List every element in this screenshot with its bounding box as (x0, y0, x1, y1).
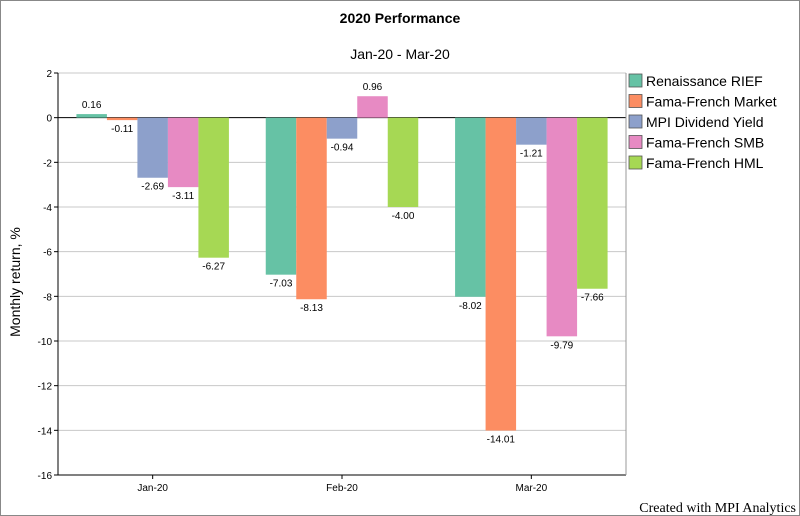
bar-renaissance-rief (455, 117, 486, 297)
chart-subtitle: Jan-20 - Mar-20 (350, 46, 450, 62)
data-label: 0.16 (82, 100, 102, 111)
legend: Renaissance RIEF Fama-French Market MPI Di… (628, 73, 777, 171)
bar-mpi-dividend-yield (516, 117, 547, 145)
data-label: -14.01 (487, 435, 516, 446)
legend-swatch (628, 73, 643, 88)
data-label: -3.11 (172, 191, 194, 202)
data-label: -8.02 (459, 301, 482, 312)
y-tick-label: -12 (38, 382, 53, 393)
y-tick-label: -16 (38, 471, 53, 482)
legend-swatch (628, 135, 643, 149)
data-label: -6.27 (202, 262, 225, 273)
data-label: -9.79 (550, 340, 573, 351)
credit-text: Created with MPI Analytics (639, 501, 796, 516)
data-label: -2.69 (141, 182, 164, 193)
data-label: -0.94 (331, 143, 354, 154)
legend-swatch (628, 114, 643, 129)
x-tick-label: Feb-20 (326, 483, 358, 494)
y-tick-label: 0 (46, 114, 52, 125)
data-label: -1.21 (520, 149, 543, 160)
legend-label: Renaissance RIEF (646, 73, 763, 89)
axes: 2 0 -2 -4 -6 -8 -10 -12 -14 -16 Jan-20 Feb-20 Mar-20 (38, 69, 627, 494)
data-label: -8.13 (300, 303, 323, 314)
bar-fama-french-hml (577, 117, 608, 289)
y-tick-label: -2 (43, 158, 52, 169)
bars (76, 96, 608, 431)
data-labels: 0.16 -0.11 -2.69 -3.11 -6.27 -7.03 -8.13 -0.94 0… (82, 82, 604, 445)
data-label: 0.96 (363, 82, 383, 93)
bar-fama-french-smb (167, 117, 199, 188)
y-tick-label: -4 (43, 203, 52, 214)
y-tick-label: -10 (38, 337, 53, 348)
bar-mpi-dividend-yield (137, 117, 168, 178)
legend-label: MPI Dividend Yield (646, 114, 764, 130)
y-tick-label: -14 (38, 426, 53, 437)
bar-renaissance-rief (76, 114, 107, 118)
bar-mpi-dividend-yield (326, 117, 358, 139)
bar-fama-french-smb (357, 96, 388, 118)
y-axis-label: Monthly return, % (7, 227, 23, 337)
bar-fama-french-market (106, 117, 138, 121)
bar-renaissance-rief (265, 117, 297, 275)
data-label: -4.00 (392, 211, 415, 222)
data-label: -7.66 (581, 293, 604, 304)
legend-label: Fama-French Market (646, 94, 777, 110)
bar-fama-french-smb (546, 117, 578, 337)
legend-label: Fama-French HML (646, 155, 764, 171)
bar-fama-french-market (296, 117, 327, 300)
x-tick-label: Jan-20 (137, 483, 168, 494)
bar-fama-french-hml (387, 117, 419, 207)
legend-swatch (628, 155, 643, 170)
y-tick-label: -6 (43, 248, 52, 259)
chart-title: 2020 Performance (340, 10, 461, 26)
y-tick-label: -8 (43, 292, 52, 303)
x-tick-label: Mar-20 (515, 483, 547, 494)
legend-label: Fama-French SMB (646, 135, 764, 151)
data-label: -0.11 (111, 124, 133, 135)
y-tick-label: 2 (46, 69, 52, 80)
bar-fama-french-market (485, 117, 517, 431)
data-label: -7.03 (270, 279, 293, 290)
legend-swatch (628, 94, 643, 108)
bar-fama-french-hml (198, 117, 229, 258)
